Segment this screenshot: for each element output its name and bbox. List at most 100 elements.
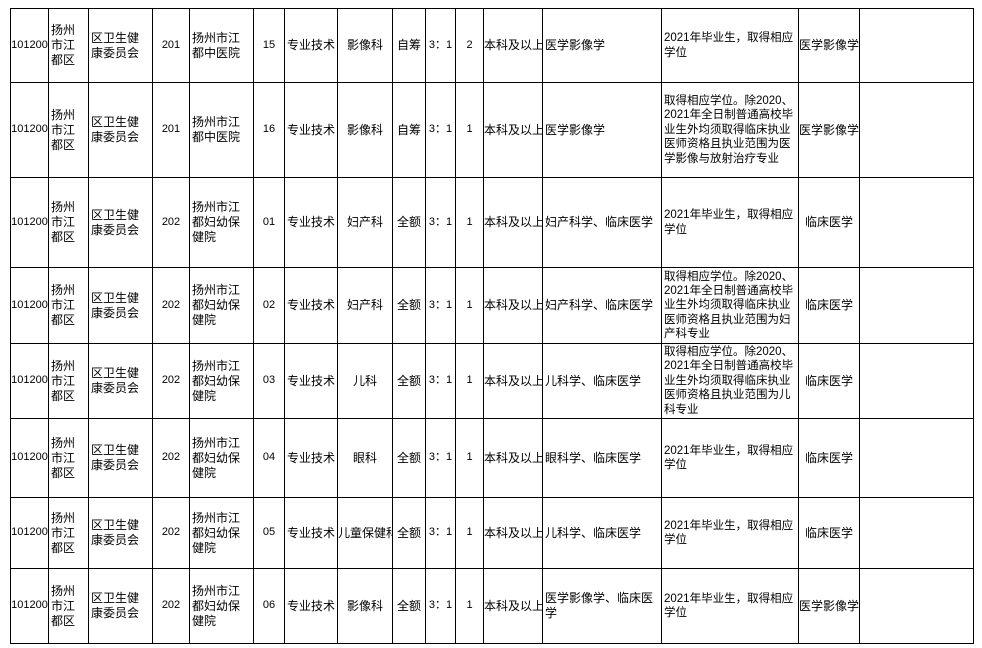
cell-department: 影像科 [337, 568, 393, 644]
cell-position-code: 15 [253, 8, 285, 83]
cell-department: 影像科 [337, 82, 393, 178]
cell-district: 扬州市江都区 [48, 343, 89, 419]
cell-district: 扬州市江都区 [48, 8, 89, 83]
cell-plan-code: 101200 [10, 497, 49, 569]
cell-unit-name: 扬州市江都妇幼保健院 [189, 177, 254, 268]
cell-unit-code: 202 [152, 267, 190, 344]
cell-major-category: 医学影像学 [798, 8, 860, 83]
cell-unit-name: 扬州市江都妇幼保健院 [189, 497, 254, 569]
cell-remarks: 取得相应学位。除2020、2021年全日制普通高校毕业生外均须取得临床执业医师资… [661, 267, 799, 344]
cell-authority: 区卫生健康委员会 [88, 497, 153, 569]
cell-department: 儿童保健科 [337, 497, 393, 569]
cell-openings: 2 [455, 8, 484, 83]
cell-district: 扬州市江都区 [48, 568, 89, 644]
cell-position-type: 专业技术 [284, 497, 338, 569]
cell-openings: 1 [455, 497, 484, 569]
cell-exam-ratio: 3：1 [425, 267, 456, 344]
cell-district: 扬州市江都区 [48, 267, 89, 344]
cell-majors: 儿科学、临床医学 [542, 497, 662, 569]
cell-funding-type: 自筹 [392, 82, 426, 178]
cell-empty [859, 8, 974, 83]
cell-unit-name: 扬州市江都妇幼保健院 [189, 418, 254, 498]
table-row: 101200 扬州市江都区 区卫生健康委员会 202 扬州市江都妇幼保健院 01… [10, 177, 974, 268]
cell-district: 扬州市江都区 [48, 497, 89, 569]
cell-department: 影像科 [337, 8, 393, 83]
cell-position-type: 专业技术 [284, 418, 338, 498]
cell-openings: 1 [455, 568, 484, 644]
cell-remarks: 2021年毕业生，取得相应学位 [661, 8, 799, 83]
cell-unit-code: 202 [152, 497, 190, 569]
cell-authority: 区卫生健康委员会 [88, 418, 153, 498]
table-row: 101200 扬州市江都区 区卫生健康委员会 202 扬州市江都妇幼保健院 06… [10, 568, 974, 644]
cell-education: 本科及以上 [483, 8, 543, 83]
cell-majors: 儿科学、临床医学 [542, 343, 662, 419]
cell-position-type: 专业技术 [284, 177, 338, 268]
cell-openings: 1 [455, 177, 484, 268]
cell-remarks: 2021年毕业生，取得相应学位 [661, 497, 799, 569]
cell-unit-name: 扬州市江都中医院 [189, 8, 254, 83]
cell-major-category: 临床医学 [798, 267, 860, 344]
cell-funding-type: 全额 [392, 497, 426, 569]
cell-exam-ratio: 3：1 [425, 177, 456, 268]
cell-education: 本科及以上 [483, 497, 543, 569]
cell-exam-ratio: 3：1 [425, 8, 456, 83]
cell-funding-type: 全额 [392, 177, 426, 268]
cell-exam-ratio: 3：1 [425, 343, 456, 419]
cell-unit-code: 202 [152, 568, 190, 644]
cell-position-code: 03 [253, 343, 285, 419]
cell-unit-code: 202 [152, 343, 190, 419]
cell-authority: 区卫生健康委员会 [88, 177, 153, 268]
table-row: 101200 扬州市江都区 区卫生健康委员会 202 扬州市江都妇幼保健院 03… [10, 343, 974, 419]
cell-empty [859, 497, 974, 569]
cell-unit-name: 扬州市江都中医院 [189, 82, 254, 178]
cell-openings: 1 [455, 82, 484, 178]
cell-exam-ratio: 3：1 [425, 418, 456, 498]
cell-education: 本科及以上 [483, 418, 543, 498]
cell-funding-type: 自筹 [392, 8, 426, 83]
cell-plan-code: 101200 [10, 82, 49, 178]
cell-major-category: 临床医学 [798, 343, 860, 419]
cell-position-type: 专业技术 [284, 343, 338, 419]
cell-major-category: 临床医学 [798, 177, 860, 268]
cell-district: 扬州市江都区 [48, 177, 89, 268]
cell-plan-code: 101200 [10, 267, 49, 344]
job-positions-table: 101200 扬州市江都区 区卫生健康委员会 201 扬州市江都中医院 15 专… [10, 8, 974, 644]
cell-education: 本科及以上 [483, 177, 543, 268]
table-row: 101200 扬州市江都区 区卫生健康委员会 201 扬州市江都中医院 15 专… [10, 8, 974, 83]
table-row: 101200 扬州市江都区 区卫生健康委员会 201 扬州市江都中医院 16 专… [10, 82, 974, 178]
cell-education: 本科及以上 [483, 343, 543, 419]
cell-position-code: 06 [253, 568, 285, 644]
cell-major-category: 临床医学 [798, 497, 860, 569]
cell-majors: 眼科学、临床医学 [542, 418, 662, 498]
cell-empty [859, 343, 974, 419]
cell-major-category: 医学影像学 [798, 568, 860, 644]
cell-empty [859, 177, 974, 268]
cell-remarks: 2021年毕业生，取得相应学位 [661, 568, 799, 644]
cell-education: 本科及以上 [483, 82, 543, 178]
cell-unit-name: 扬州市江都妇幼保健院 [189, 568, 254, 644]
cell-education: 本科及以上 [483, 568, 543, 644]
cell-plan-code: 101200 [10, 343, 49, 419]
cell-openings: 1 [455, 418, 484, 498]
cell-majors: 医学影像学、临床医学 [542, 568, 662, 644]
cell-funding-type: 全额 [392, 418, 426, 498]
table-row: 101200 扬州市江都区 区卫生健康委员会 202 扬州市江都妇幼保健院 05… [10, 497, 974, 569]
cell-remarks: 2021年毕业生，取得相应学位 [661, 177, 799, 268]
cell-exam-ratio: 3：1 [425, 82, 456, 178]
cell-department: 儿科 [337, 343, 393, 419]
cell-plan-code: 101200 [10, 8, 49, 83]
table-row: 101200 扬州市江都区 区卫生健康委员会 202 扬州市江都妇幼保健院 04… [10, 418, 974, 498]
cell-position-type: 专业技术 [284, 568, 338, 644]
cell-authority: 区卫生健康委员会 [88, 82, 153, 178]
cell-district: 扬州市江都区 [48, 82, 89, 178]
cell-unit-name: 扬州市江都妇幼保健院 [189, 267, 254, 344]
cell-position-type: 专业技术 [284, 267, 338, 344]
cell-exam-ratio: 3：1 [425, 568, 456, 644]
cell-empty [859, 82, 974, 178]
cell-unit-code: 202 [152, 177, 190, 268]
cell-unit-code: 201 [152, 8, 190, 83]
cell-openings: 1 [455, 343, 484, 419]
cell-empty [859, 418, 974, 498]
cell-major-category: 医学影像学 [798, 82, 860, 178]
